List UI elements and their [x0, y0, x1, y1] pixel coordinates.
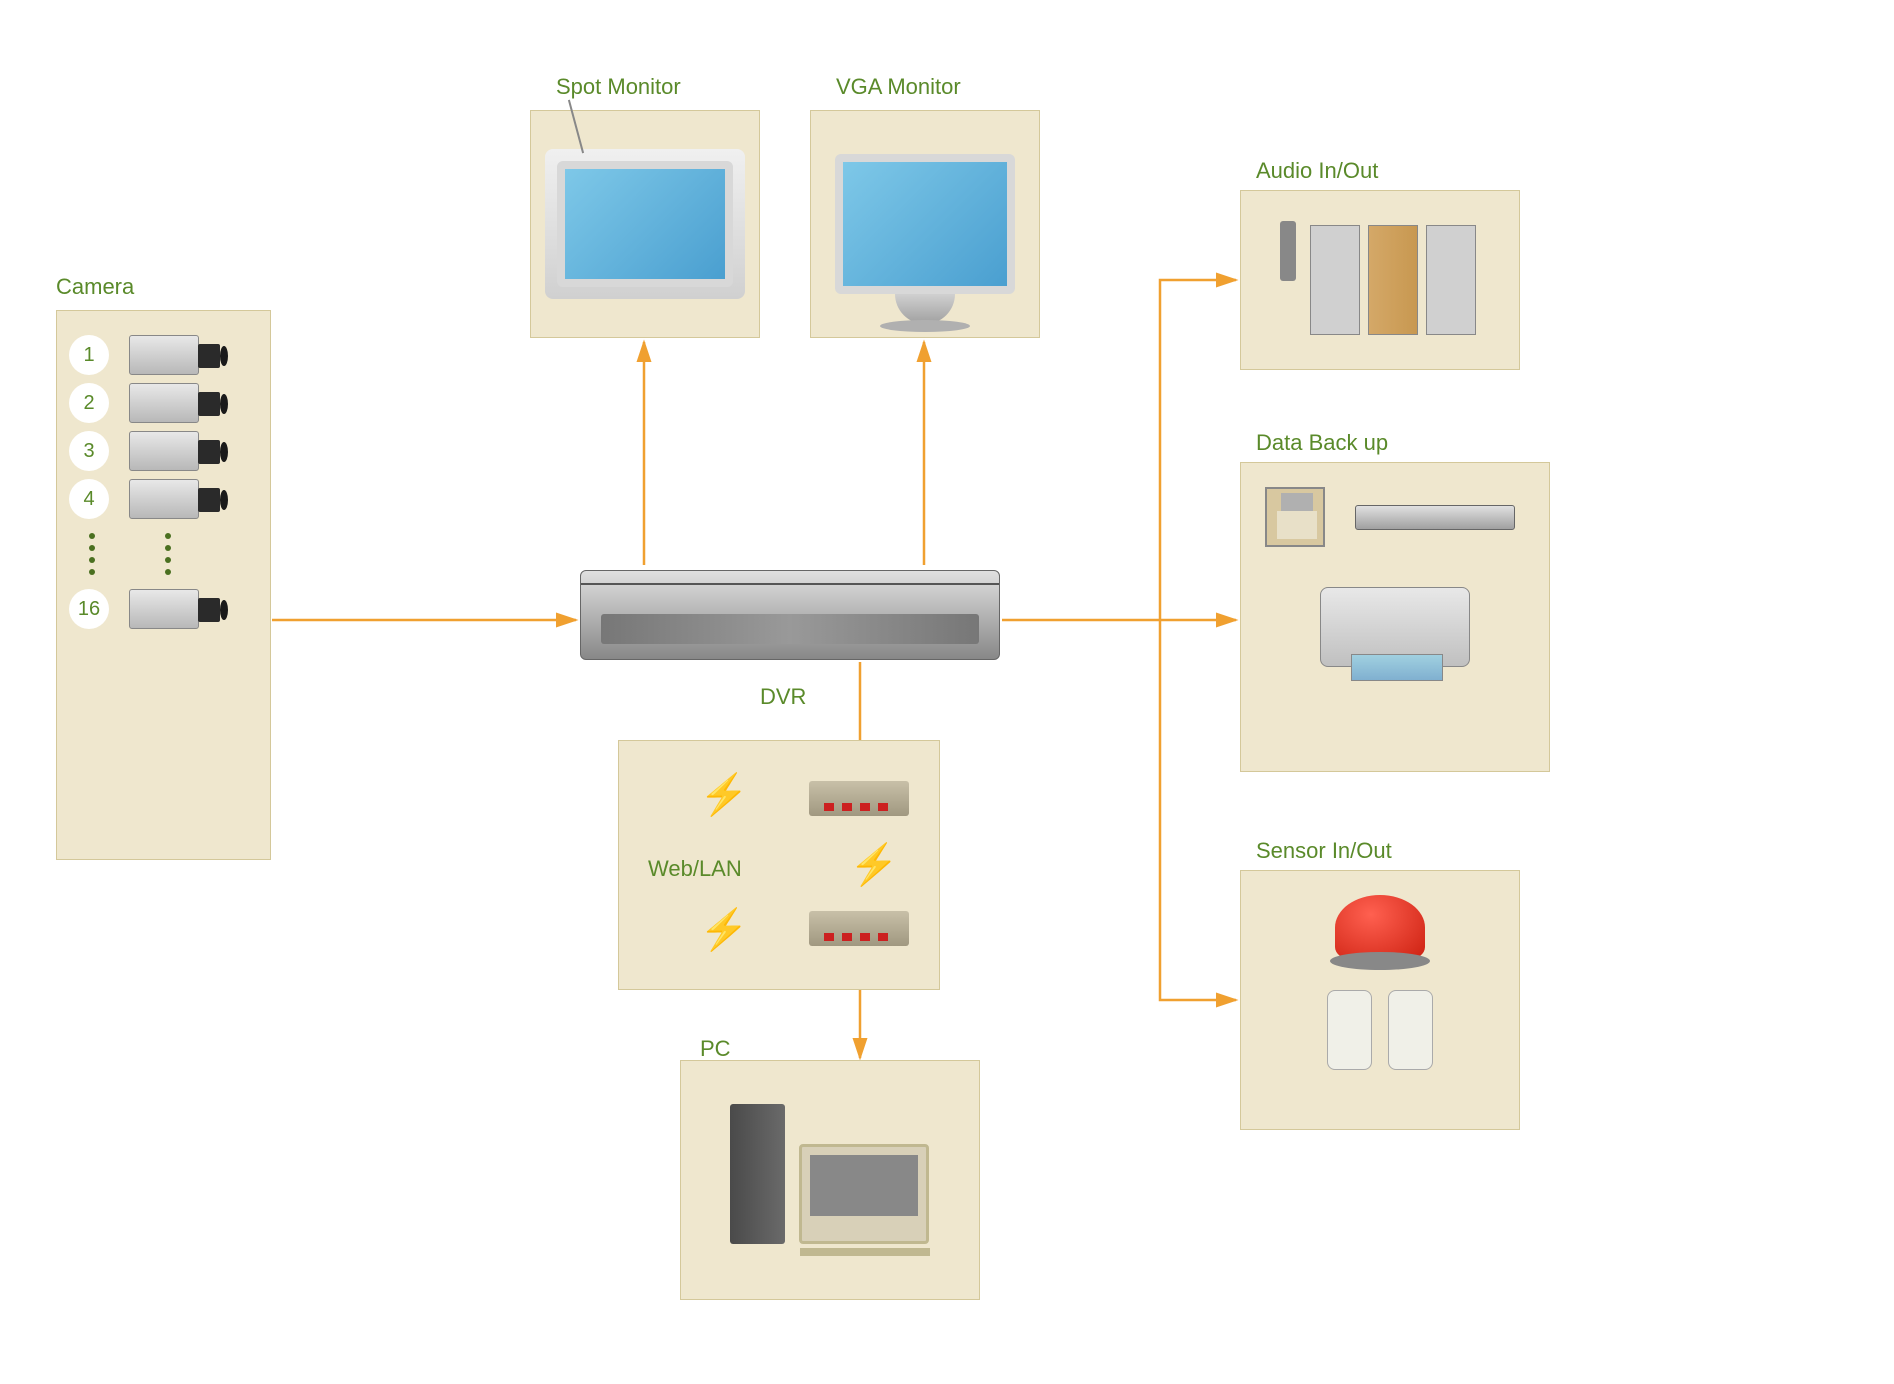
camera-number: 4: [69, 479, 109, 519]
backup-box: [1240, 462, 1550, 772]
spot-monitor-box: [530, 110, 760, 338]
remote-icon: [1327, 990, 1372, 1070]
speaker-icon: [1368, 225, 1418, 335]
floppy-icon: [1265, 487, 1325, 547]
camera-item-4: 4: [69, 479, 258, 519]
camera-number: 16: [69, 589, 109, 629]
camera-icon: [129, 431, 199, 471]
camera-box: 1 2 3 4 16: [56, 310, 271, 860]
alarm-light-icon: [1335, 895, 1425, 960]
audio-label: Audio In/Out: [1256, 158, 1378, 184]
microphone-icon: [1280, 221, 1296, 281]
pc-monitor-icon: [799, 1144, 929, 1244]
router-icon: [809, 911, 909, 946]
dvr-node: [580, 570, 1000, 660]
sensor-label: Sensor In/Out: [1256, 838, 1392, 864]
camera-icon: [129, 589, 199, 629]
remotes-group: [1321, 990, 1439, 1075]
wifi-bolt-icon: ⚡: [699, 906, 749, 953]
ellipsis-dots: [165, 533, 171, 575]
diagram-canvas: Camera 1 2 3 4 16 Spot Monitor VGA Monit…: [0, 0, 1894, 1384]
backup-label: Data Back up: [1256, 430, 1388, 456]
pc-label: PC: [700, 1036, 731, 1062]
audio-box: [1240, 190, 1520, 370]
dvr-label: DVR: [760, 684, 806, 710]
pc-tower-icon: [730, 1104, 785, 1244]
ellipsis-dots: [89, 533, 95, 575]
router-icon: [809, 781, 909, 816]
tv-screen-icon: [557, 161, 733, 287]
remote-icon: [1388, 990, 1433, 1070]
camera-item-16: 16: [69, 589, 258, 629]
spot-monitor-label: Spot Monitor: [556, 74, 681, 100]
pc-icon: [730, 1104, 930, 1256]
speaker-icon: [1310, 225, 1360, 335]
vga-monitor-box: [810, 110, 1040, 338]
lcd-stand-icon: [895, 294, 955, 324]
edge-branch-sensor: [1160, 620, 1236, 1000]
camera-number: 1: [69, 335, 109, 375]
edge-branch-audio: [1160, 280, 1236, 620]
lcd-screen-icon: [835, 154, 1015, 294]
wifi-bolt-icon: ⚡: [849, 841, 899, 888]
speaker-icon: [1426, 225, 1476, 335]
printer-icon: [1320, 587, 1470, 667]
dvr-icon: [580, 570, 1000, 660]
camera-label: Camera: [56, 274, 134, 300]
camera-number: 2: [69, 383, 109, 423]
tv-icon: [545, 149, 745, 299]
camera-icon: [129, 383, 199, 423]
camera-number: 3: [69, 431, 109, 471]
keyboard-icon: [800, 1248, 930, 1256]
web-lan-label: Web/LAN: [648, 856, 742, 882]
vga-monitor-label: VGA Monitor: [836, 74, 961, 100]
camera-icon: [129, 479, 199, 519]
camera-item-3: 3: [69, 431, 258, 471]
camera-icon: [129, 335, 199, 375]
optical-drive-icon: [1355, 505, 1515, 530]
sensor-box: [1240, 870, 1520, 1130]
lcd-icon: [835, 154, 1015, 294]
camera-item-1: 1: [69, 335, 258, 375]
camera-item-2: 2: [69, 383, 258, 423]
wifi-bolt-icon: ⚡: [699, 771, 749, 818]
pc-box: [680, 1060, 980, 1300]
